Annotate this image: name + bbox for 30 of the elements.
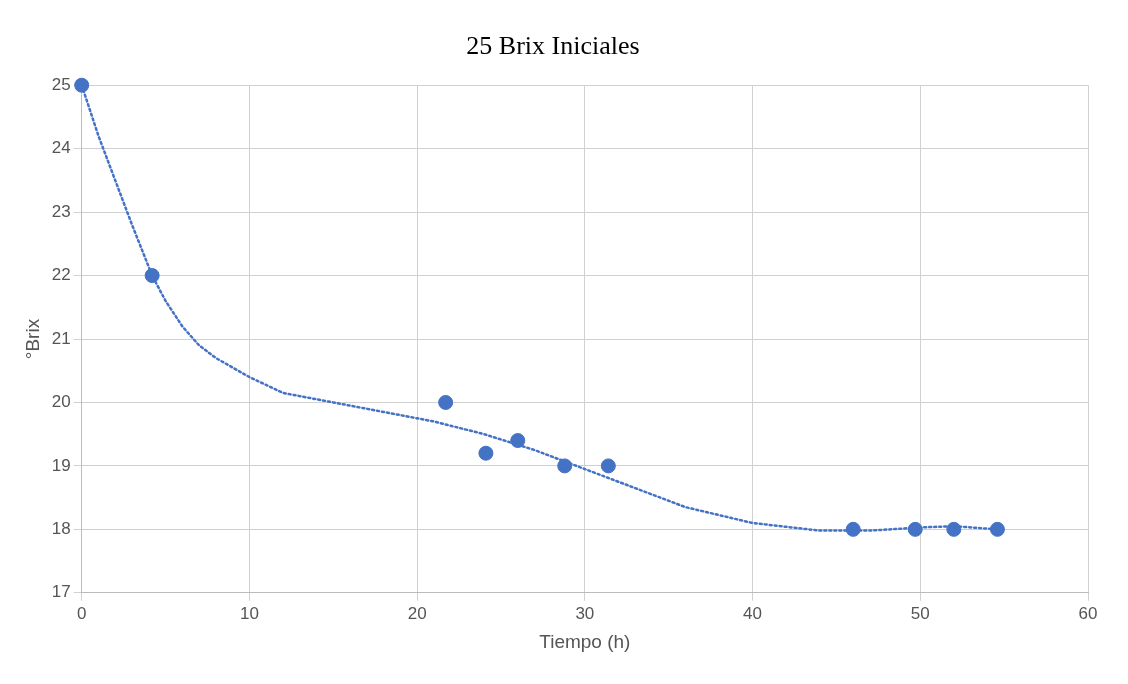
y-tick-label: 24 bbox=[51, 138, 71, 158]
y-tick-label: 25 bbox=[51, 74, 71, 94]
x-tick-label: 40 bbox=[743, 603, 763, 623]
point bbox=[510, 433, 526, 449]
x-tick-label: 30 bbox=[575, 603, 595, 623]
point bbox=[946, 521, 962, 537]
x-tick-label: 0 bbox=[76, 603, 87, 623]
point bbox=[438, 394, 454, 410]
y-tick-label: 18 bbox=[51, 519, 71, 539]
y-axis-title: °Brix bbox=[21, 318, 43, 360]
point bbox=[600, 458, 616, 474]
y-tick-label: 19 bbox=[51, 455, 71, 475]
point bbox=[74, 77, 90, 93]
y-tick-label: 21 bbox=[51, 328, 71, 348]
point bbox=[907, 521, 923, 537]
y-tick-label: 23 bbox=[51, 201, 71, 221]
x-tick-label: 60 bbox=[1078, 603, 1098, 623]
point bbox=[845, 521, 861, 537]
point bbox=[144, 268, 160, 284]
x-tick-label: 20 bbox=[407, 603, 427, 623]
y-tick-label: 22 bbox=[51, 265, 71, 285]
y-tick-label: 17 bbox=[51, 582, 71, 602]
x-axis-title: Tiempo (h) bbox=[539, 630, 631, 652]
y-tick-label: 20 bbox=[51, 392, 71, 412]
x-tick-label: 10 bbox=[239, 603, 259, 623]
x-tick-label: 50 bbox=[910, 603, 930, 623]
chart-title: 25 Brix Iniciales bbox=[466, 31, 640, 61]
point bbox=[557, 458, 573, 474]
point bbox=[989, 521, 1005, 537]
point bbox=[478, 445, 494, 461]
